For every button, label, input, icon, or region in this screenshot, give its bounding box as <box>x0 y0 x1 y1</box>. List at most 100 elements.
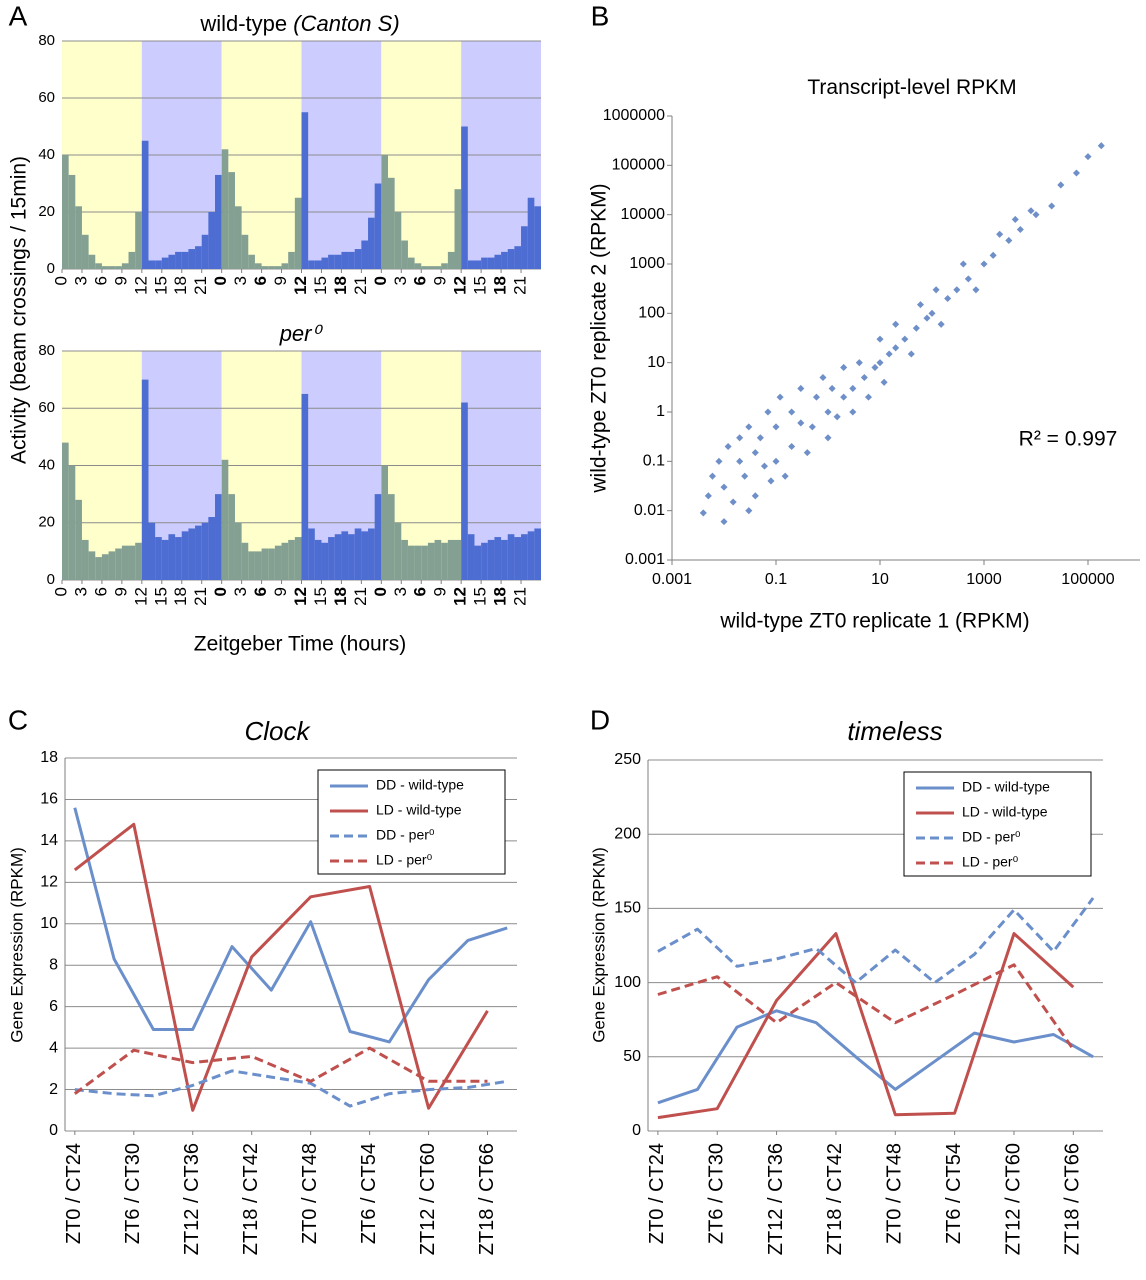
scatter-point <box>833 413 841 421</box>
y-tick-label: 8 <box>49 956 58 973</box>
x-tick-label: 0 <box>371 587 390 596</box>
y-tick-label: 100000 <box>612 157 665 174</box>
scatter-point <box>828 384 836 392</box>
x-tick-label: 15 <box>311 587 330 606</box>
scatter-point <box>932 286 940 294</box>
activity-bar <box>121 545 129 580</box>
activity-bar <box>175 537 182 580</box>
activity-bar <box>381 155 388 269</box>
activity-bar <box>68 174 76 269</box>
scatter-point <box>704 492 712 500</box>
y-tick-label: 100 <box>614 974 641 991</box>
x-tick-label: 21 <box>351 587 370 606</box>
panel-label: B <box>591 0 610 31</box>
activity-bar <box>215 174 222 269</box>
scatter-point <box>876 335 884 343</box>
activity-bar <box>181 531 189 580</box>
activity-bar <box>274 545 282 580</box>
scatter-point <box>840 363 848 371</box>
activity-bar <box>501 539 508 580</box>
scatter-point <box>772 457 780 465</box>
x-tick-label: ZT0 / CT48 <box>884 1143 906 1244</box>
scatter-point <box>937 320 945 328</box>
activity-bar <box>88 551 96 580</box>
scatter-point <box>928 309 936 317</box>
activity-bar <box>301 112 309 269</box>
y-tick-label: 20 <box>38 514 55 531</box>
activity-bar <box>434 266 442 269</box>
x-tick-label: 0.001 <box>652 571 692 588</box>
scatter-point <box>708 472 716 480</box>
scatter-point <box>756 434 764 442</box>
activity-bar <box>155 537 162 580</box>
chart-title: per⁰ <box>279 321 324 346</box>
series-line <box>74 1069 508 1108</box>
legend-label: DD - wild-type <box>376 777 464 793</box>
scatter-point <box>803 449 811 457</box>
activity-bar <box>141 379 149 580</box>
title-text: Transcript-level RPKM <box>807 76 1016 99</box>
x-tick-label: 15 <box>311 276 330 295</box>
activity-bar <box>201 522 209 580</box>
x-tick-label: 18 <box>491 276 510 295</box>
activity-bar <box>228 494 235 580</box>
activity-bar <box>268 548 275 580</box>
activity-bar <box>188 249 196 269</box>
activity-bar <box>248 551 255 580</box>
scatter-point <box>980 260 988 268</box>
x-tick-label: 21 <box>351 276 370 295</box>
y-tick-label: 18 <box>40 749 58 766</box>
activity-bar <box>95 557 102 580</box>
y-tick-label: 150 <box>614 900 641 917</box>
activity-bar <box>208 517 216 580</box>
scatter-point <box>1048 202 1056 210</box>
activity-bar <box>314 260 322 269</box>
x-tick-label: 0.1 <box>765 571 787 588</box>
scatter-point <box>720 518 728 526</box>
activity-bar <box>75 206 82 269</box>
activity-bar <box>228 172 235 269</box>
scatter-point <box>860 373 868 382</box>
activity-bar <box>407 257 415 269</box>
activity-bar <box>234 522 242 580</box>
activity-bar <box>361 531 369 580</box>
y-tick-label: 10 <box>40 915 58 932</box>
scatter-point <box>767 477 775 485</box>
scatter-point <box>907 350 915 358</box>
activity-bar <box>354 249 362 269</box>
activity-bar <box>268 266 275 269</box>
x-axis-label: wild-type ZT0 replicate 1 (RPKM) <box>719 610 1029 633</box>
x-tick-label: 18 <box>331 276 350 295</box>
scatter-point <box>812 393 820 401</box>
activity-bar <box>441 263 448 269</box>
x-tick-label: 15 <box>471 276 490 295</box>
y-tick-label: 0 <box>47 260 55 277</box>
scatter-point <box>855 359 863 367</box>
x-tick-label: ZT0 / CT48 <box>299 1143 321 1244</box>
activity-bar <box>514 537 522 580</box>
activity-bar <box>334 534 342 580</box>
activity-bar <box>175 251 182 269</box>
scatter-point <box>944 294 952 303</box>
activity-bar <box>168 254 176 269</box>
scatter-point <box>892 320 900 328</box>
activity-bar <box>414 545 422 580</box>
activity-bar <box>534 206 541 269</box>
activity-bar <box>447 539 455 580</box>
series-line <box>73 822 489 1112</box>
x-tick-label: ZT18 / CT66 <box>1062 1143 1084 1255</box>
activity-bar <box>401 539 408 580</box>
activity-bar <box>254 551 262 580</box>
x-tick-label: 1000 <box>966 571 1002 588</box>
x-tick-label: 0 <box>211 276 230 285</box>
chart-title: wild-type (Canton S) <box>199 11 399 36</box>
x-tick-label: 21 <box>191 276 210 295</box>
activity-bar <box>241 542 249 580</box>
scatter-point <box>736 457 744 465</box>
x-tick-label: 3 <box>71 587 90 596</box>
activity-bar <box>374 183 382 269</box>
series-line <box>657 1009 1094 1105</box>
x-tick-label: 6 <box>251 276 270 285</box>
scatter-point <box>772 423 780 431</box>
scatter-point <box>751 492 759 500</box>
